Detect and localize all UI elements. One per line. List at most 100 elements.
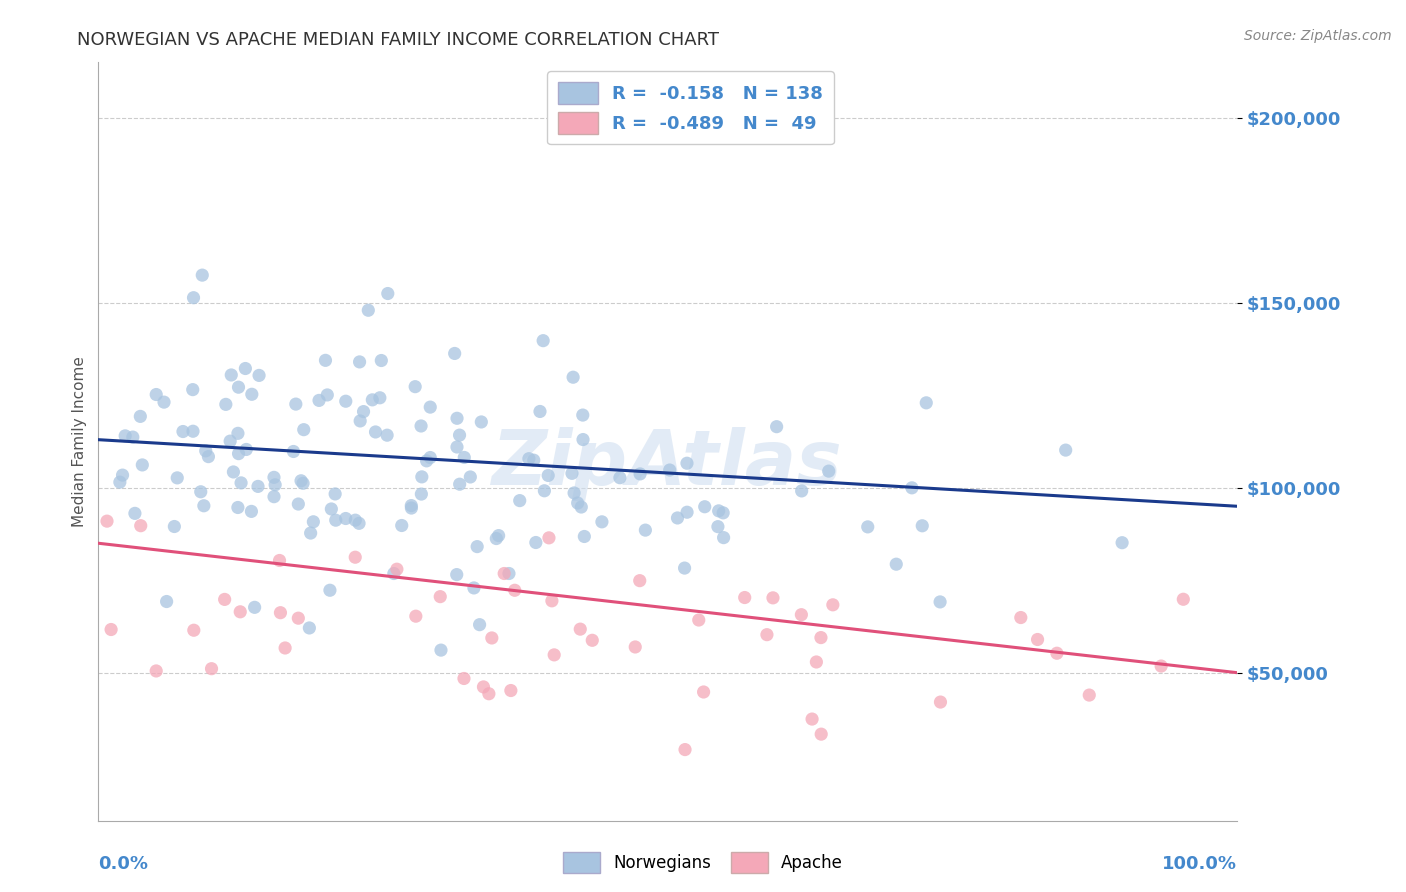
Point [634,523,657,537]
Point [443,346,465,360]
Point [391,518,413,533]
Point [494,566,516,581]
Point [658,463,681,477]
Point [624,640,647,654]
Point [531,334,554,348]
Text: 0.0%: 0.0% [98,855,149,872]
Point [111,468,134,483]
Point [229,605,252,619]
Point [1046,646,1069,660]
Point [692,685,714,699]
Point [499,683,522,698]
Point [1026,632,1049,647]
Point [524,535,547,549]
Point [269,553,291,567]
Point [290,474,312,488]
Point [453,450,475,465]
Point [129,518,152,533]
Point [240,504,263,518]
Point [419,450,441,465]
Point [591,515,613,529]
Point [465,540,488,554]
Point [569,622,592,636]
Point [711,506,734,520]
Point [541,594,564,608]
Point [574,529,596,543]
Point [856,520,879,534]
Point [901,481,924,495]
Point [145,664,167,678]
Point [335,511,357,525]
Point [481,631,503,645]
Point [316,388,339,402]
Point [498,566,520,581]
Point [409,419,432,434]
Point [567,496,589,510]
Point [292,423,315,437]
Text: 100.0%: 100.0% [1163,855,1237,872]
Point [810,631,832,645]
Point [1010,610,1032,624]
Point [243,600,266,615]
Point [263,470,285,484]
Point [419,400,441,414]
Point [228,447,250,461]
Point [430,643,453,657]
Point [191,268,214,282]
Point [222,465,245,479]
Point [353,404,375,418]
Point [321,502,343,516]
Point [561,467,583,481]
Point [537,531,560,545]
Point [235,442,257,457]
Point [628,574,651,588]
Point [446,567,468,582]
Point [228,380,250,394]
Point [100,623,122,637]
Point [349,414,371,428]
Point [790,483,813,498]
Point [488,528,510,542]
Point [219,434,242,449]
Y-axis label: Median Family Income: Median Family Income [72,356,87,527]
Point [375,428,398,442]
Point [153,395,176,409]
Point [219,368,242,382]
Point [503,583,526,598]
Point [226,500,249,515]
Point [247,479,270,493]
Point [347,516,370,531]
Point [915,396,938,410]
Point [299,526,322,541]
Point [292,476,315,491]
Point [713,531,735,545]
Point [929,695,952,709]
Point [1150,659,1173,673]
Point [172,425,194,439]
Point [529,404,551,418]
Point [693,500,716,514]
Point [240,387,263,401]
Point [287,497,309,511]
Legend: Norwegians, Apache: Norwegians, Apache [557,846,849,880]
Point [806,655,828,669]
Point [344,513,367,527]
Point [810,727,832,741]
Point [156,594,179,608]
Point [287,611,309,625]
Point [349,355,371,369]
Point [801,712,824,726]
Point [734,591,756,605]
Point [446,411,468,425]
Point [404,379,426,393]
Point [163,519,186,533]
Point [707,504,730,518]
Point [533,483,555,498]
Point [790,607,813,622]
Point [929,595,952,609]
Point [817,464,839,478]
Text: Source: ZipAtlas.com: Source: ZipAtlas.com [1244,29,1392,43]
Point [129,409,152,424]
Point [543,648,565,662]
Point [361,392,384,407]
